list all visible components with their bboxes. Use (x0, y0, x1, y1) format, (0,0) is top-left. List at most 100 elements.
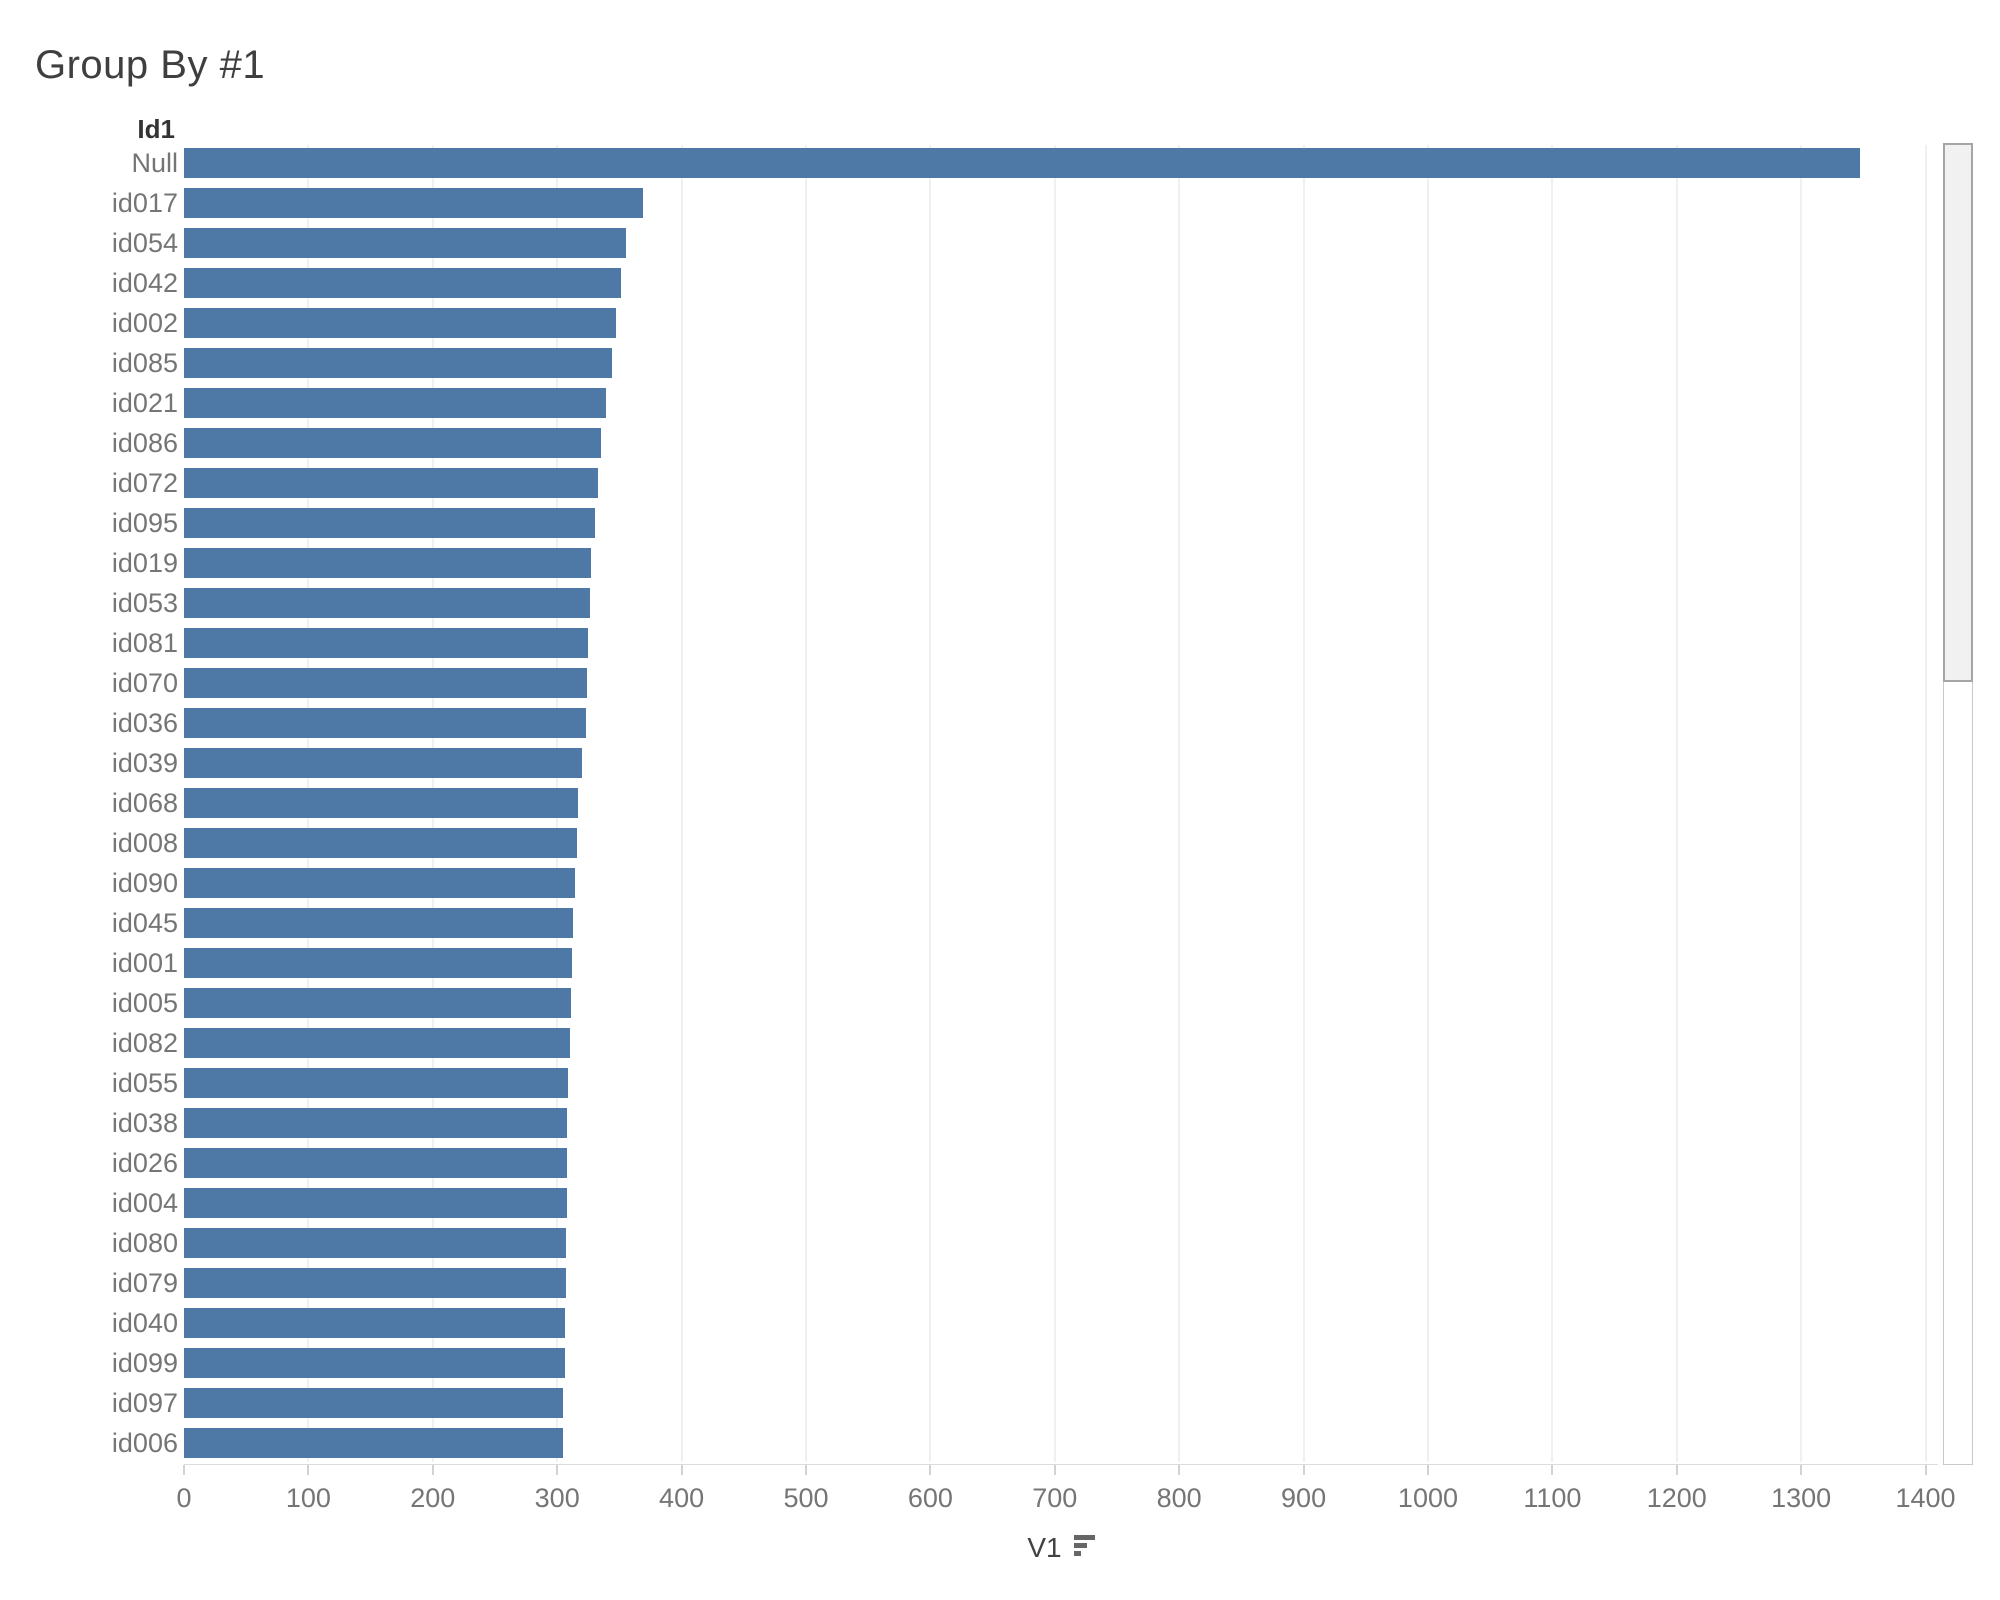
x-axis-tick (1426, 1465, 1429, 1475)
category-label[interactable]: id070 (111, 668, 178, 698)
category-label[interactable]: id085 (111, 348, 178, 378)
x-axis-tick-label: 1000 (1397, 1483, 1458, 1513)
bar[interactable] (184, 1388, 564, 1418)
category-label[interactable]: Null (131, 148, 178, 178)
bar[interactable] (184, 1348, 565, 1378)
bar-row: id026 (0, 1143, 1940, 1183)
bar[interactable] (184, 1228, 566, 1258)
bar[interactable] (184, 948, 573, 978)
category-label[interactable]: id036 (111, 708, 178, 738)
bar[interactable] (184, 148, 1860, 178)
scrollbar-track[interactable] (1943, 143, 1973, 1465)
category-label[interactable]: id054 (111, 228, 178, 258)
x-axis-tick (307, 1465, 310, 1475)
bar[interactable] (184, 668, 588, 698)
row-header-label: Id1 (137, 114, 175, 144)
category-label[interactable]: id055 (111, 1068, 178, 1098)
bar-row: id039 (0, 743, 1940, 783)
bar[interactable] (184, 1268, 566, 1298)
category-label[interactable]: id004 (111, 1188, 178, 1218)
category-label[interactable]: id053 (111, 588, 178, 618)
category-label[interactable]: id021 (111, 388, 178, 418)
gridline (1675, 145, 1678, 1462)
category-label[interactable]: id017 (111, 188, 178, 218)
category-label[interactable]: id019 (111, 548, 178, 578)
bar[interactable] (184, 508, 595, 538)
bar[interactable] (184, 788, 579, 818)
gridline (1426, 145, 1429, 1462)
x-axis-tick (1302, 1465, 1305, 1475)
bar[interactable] (184, 748, 583, 778)
bar[interactable] (184, 188, 644, 218)
category-label[interactable]: id042 (111, 268, 178, 298)
x-axis-tick-label: 900 (1281, 1483, 1327, 1513)
category-label[interactable]: id079 (111, 1268, 178, 1298)
category-label[interactable]: id001 (111, 948, 178, 978)
scrollbar-thumb[interactable] (1943, 143, 1973, 682)
bar[interactable] (184, 468, 599, 498)
category-label[interactable]: id099 (111, 1348, 178, 1378)
bar[interactable] (184, 1428, 564, 1458)
category-label[interactable]: id002 (111, 308, 178, 338)
category-label[interactable]: id097 (111, 1388, 178, 1418)
x-axis-tick-label: 700 (1032, 1483, 1078, 1513)
x-axis-tick (680, 1465, 683, 1475)
category-label[interactable]: id081 (111, 628, 178, 658)
category-label[interactable]: id068 (111, 788, 178, 818)
gridline (1178, 145, 1181, 1462)
bar[interactable] (184, 1108, 568, 1138)
category-label[interactable]: id095 (111, 508, 178, 538)
bar[interactable] (184, 588, 590, 618)
sort-bar-medium (1073, 1542, 1087, 1548)
x-axis-tick (1800, 1465, 1803, 1475)
category-label[interactable]: id005 (111, 988, 178, 1018)
bar[interactable] (184, 1028, 570, 1058)
bar-row: id004 (0, 1183, 1940, 1223)
bar[interactable] (184, 388, 606, 418)
gridline (1302, 145, 1305, 1462)
x-axis-title: V1 (861, 1530, 1261, 1566)
bar[interactable] (184, 988, 571, 1018)
bar[interactable] (184, 1148, 568, 1178)
bar-row: id068 (0, 783, 1940, 823)
category-label[interactable]: id045 (111, 908, 178, 938)
bar[interactable] (184, 868, 575, 898)
category-label[interactable]: id086 (111, 428, 178, 458)
bar[interactable] (184, 908, 574, 938)
category-label[interactable]: id039 (111, 748, 178, 778)
category-label[interactable]: id080 (111, 1228, 178, 1258)
bar[interactable] (184, 1308, 565, 1338)
bar[interactable] (184, 428, 601, 458)
bar[interactable] (184, 308, 616, 338)
category-label[interactable]: id072 (111, 468, 178, 498)
category-label[interactable]: id026 (111, 1148, 178, 1178)
category-label[interactable]: id038 (111, 1108, 178, 1138)
bar-row: id097 (0, 1383, 1940, 1423)
bar-row: id005 (0, 983, 1940, 1023)
category-label[interactable]: id008 (111, 828, 178, 858)
bar[interactable] (184, 548, 591, 578)
category-label[interactable]: id090 (111, 868, 178, 898)
gridline (680, 145, 683, 1462)
bar-row: Null (0, 143, 1940, 183)
bar[interactable] (184, 1188, 568, 1218)
bar[interactable] (184, 268, 621, 298)
bar[interactable] (184, 348, 612, 378)
bar-row: id002 (0, 303, 1940, 343)
bar[interactable] (184, 708, 586, 738)
category-label[interactable]: id040 (111, 1308, 178, 1338)
bar[interactable] (184, 1068, 569, 1098)
category-label[interactable]: id082 (111, 1028, 178, 1058)
bar-row: id008 (0, 823, 1940, 863)
gridline (929, 145, 932, 1462)
sort-descending-icon[interactable] (1073, 1534, 1095, 1556)
bar-row: id090 (0, 863, 1940, 903)
bar[interactable] (184, 828, 578, 858)
x-axis-tick (804, 1465, 807, 1475)
bar[interactable] (184, 628, 589, 658)
gridline (804, 145, 807, 1462)
bar-row: id081 (0, 623, 1940, 663)
category-label[interactable]: id006 (111, 1428, 178, 1458)
bar[interactable] (184, 228, 626, 258)
